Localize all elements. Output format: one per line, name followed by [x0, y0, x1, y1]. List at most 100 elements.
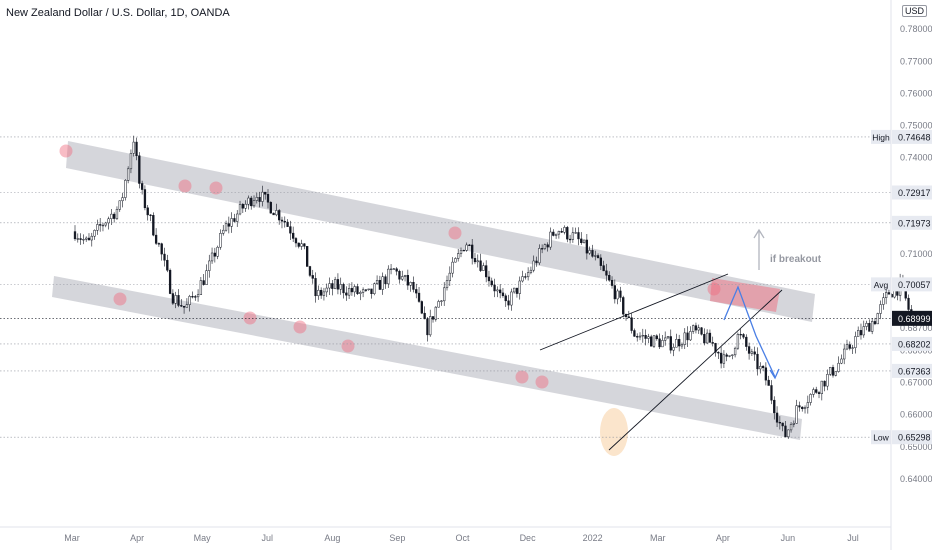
candle-body-141: [468, 244, 471, 246]
candle-body-112: [387, 268, 390, 285]
candle-body-34: [168, 269, 172, 294]
candle-body-108: [375, 280, 379, 285]
candle-body-249: [770, 385, 773, 401]
candle-body-128: [431, 316, 435, 320]
candle-body-204: [644, 335, 647, 339]
candle-body-81: [300, 243, 303, 247]
candle-body-201: [636, 336, 639, 338]
candle-body-222: [694, 325, 698, 331]
candle-body-27: [149, 214, 152, 216]
touch-point-0: [59, 144, 73, 158]
candle-body-28: [152, 215, 155, 236]
candle-body-251: [775, 412, 779, 423]
candle-body-38: [180, 305, 183, 307]
candle-body-97: [345, 292, 348, 296]
candle-body-7: [93, 230, 96, 237]
candle-body-18: [124, 180, 127, 198]
candle-body-213: [669, 336, 672, 351]
candle-body-114: [392, 268, 396, 270]
candle-body-186: [594, 255, 597, 257]
candle-body-39: [182, 305, 186, 308]
x-tick-label-3: Jul: [261, 533, 273, 543]
x-tick-label-6: Oct: [455, 533, 470, 543]
candle-body-35: [171, 293, 175, 304]
candle-body-127: [429, 316, 432, 336]
candle-body-50: [213, 252, 217, 257]
candle-body-242: [750, 351, 754, 354]
candle-body-23: [138, 155, 141, 184]
candle-body-107: [373, 283, 376, 294]
candle-body-258: [795, 405, 798, 424]
candle-body-212: [666, 336, 670, 339]
projection-path: [723, 285, 776, 378]
candle-body-149: [490, 280, 493, 286]
candle-body-244: [756, 353, 759, 370]
candle-body-75: [283, 220, 286, 223]
candle-body-227: [708, 332, 712, 343]
candle-body-196: [622, 297, 625, 315]
candle-body-10: [101, 224, 105, 227]
x-tick-label-10: Apr: [716, 533, 730, 543]
candle-body-6: [90, 235, 93, 241]
breakout-arrowhead: [753, 228, 765, 239]
projection-arrowhead: [769, 368, 780, 380]
candle-body-280: [857, 330, 860, 337]
candle-body-269: [826, 374, 829, 387]
currency-button[interactable]: USD: [902, 5, 928, 17]
level-label-6: Low: [873, 433, 889, 443]
candle-body-36: [174, 295, 177, 304]
candle-body-233: [725, 354, 728, 357]
candle-body-68: [264, 191, 267, 195]
chart-title: New Zealand Dollar / U.S. Dollar, 1D, OA…: [6, 7, 230, 19]
candle-body-140: [465, 244, 468, 251]
candle-body-142: [471, 244, 474, 259]
candle-body-217: [680, 344, 684, 347]
x-tick-label-2: May: [194, 533, 212, 543]
x-tick-label-12: Jul: [847, 533, 859, 543]
candlesticks: [73, 135, 913, 439]
candle-body-52: [219, 233, 222, 248]
time-axis[interactable]: Mar Apr May Jul Aug Sep Oct Dec 2022 Mar Apr Jun Jul: [64, 533, 859, 543]
level-tag-5: [892, 363, 932, 378]
candle-body-278: [851, 347, 854, 349]
candle-body-275: [843, 348, 846, 360]
touch-point-9: [535, 375, 549, 389]
candle-body-116: [398, 270, 401, 280]
candle-body-119: [406, 275, 410, 286]
candle-body-181: [580, 238, 583, 244]
candle-body-268: [823, 380, 826, 387]
candle-body-150: [493, 284, 496, 292]
candle-body-124: [420, 301, 423, 314]
candle-body-226: [705, 332, 709, 344]
candle-body-180: [577, 232, 580, 240]
candle-body-73: [278, 210, 281, 221]
candle-body-135: [451, 261, 454, 274]
candle-body-123: [417, 292, 421, 302]
candle-body-105: [367, 288, 370, 291]
candle-body-285: [871, 321, 874, 332]
candle-body-273: [837, 362, 840, 372]
level-tag-1: [892, 185, 932, 200]
candle-body-153: [501, 292, 505, 297]
candle-body-113: [389, 268, 393, 270]
candle-body-21: [132, 141, 135, 154]
candle-body-189: [602, 265, 605, 272]
level-label-0: High: [872, 132, 890, 142]
y-tick-label-0: 0.64000: [900, 474, 932, 484]
candle-body-184: [588, 250, 591, 254]
annotation-zones: [52, 141, 815, 456]
candle-body-61: [244, 203, 247, 209]
candle-body-126: [426, 318, 429, 336]
candle-body-56: [230, 218, 233, 227]
candle-body-43: [194, 296, 197, 298]
candle-body-96: [342, 284, 345, 294]
level-value-6: 0.65298: [898, 433, 931, 443]
x-tick-label-9: Mar: [650, 533, 666, 543]
candle-body-173: [557, 231, 561, 235]
candle-body-291: [887, 292, 891, 295]
price-axis[interactable]: 0.640000.650000.660000.670000.680000.687…: [892, 24, 932, 484]
candle-body-256: [789, 424, 793, 431]
candle-body-290: [884, 292, 888, 298]
candle-body-152: [499, 289, 502, 294]
